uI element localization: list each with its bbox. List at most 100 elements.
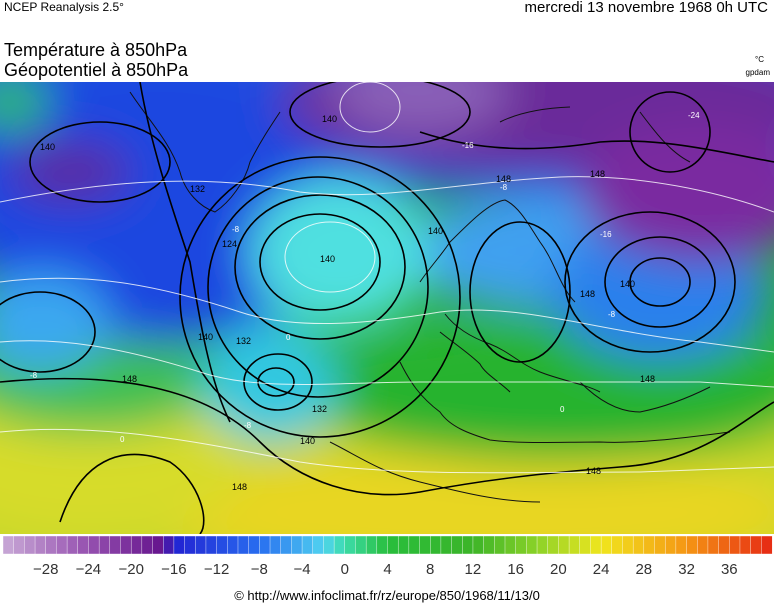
color-scale-cell <box>632 535 645 555</box>
color-scale-cell <box>312 535 324 555</box>
color-scale-cell <box>675 535 688 555</box>
unit-temperature: °C <box>755 55 764 64</box>
contour-label-geo: 140 <box>620 279 635 289</box>
contour-label-temp: -8 <box>232 225 240 234</box>
contour-label-geo: 148 <box>640 374 655 384</box>
color-scale-cell <box>558 535 570 555</box>
color-scale-cell <box>323 535 335 555</box>
color-scale-cell <box>761 535 773 555</box>
color-scale-cell <box>216 535 228 555</box>
scale-tick-label: 16 <box>507 561 524 578</box>
color-scale-cell <box>88 535 100 555</box>
contour-label-temp: 0 <box>120 435 125 444</box>
color-scale-cell <box>344 535 356 555</box>
color-scale-cell <box>291 535 303 555</box>
scale-tick-label: 32 <box>678 561 695 578</box>
color-scale-cell <box>195 535 207 555</box>
scale-tick-label: −16 <box>161 561 186 578</box>
contour-label-geo: 124 <box>222 239 237 249</box>
color-scale-cell <box>163 535 175 555</box>
contour-label-geo: 140 <box>322 114 337 124</box>
contour-label-temp: 0 <box>286 333 291 342</box>
color-scale-cell <box>280 535 292 555</box>
isotherm-label-group: -16 -8 -8 -8 -16 -8 -24 0 -8 0 0 <box>30 111 700 444</box>
color-scale-cell <box>173 535 186 555</box>
source-label: NCEP Reanalysis 2.5° <box>4 0 124 14</box>
contour-label-temp: -24 <box>688 111 700 120</box>
contour-label-geo: 148 <box>496 174 511 184</box>
color-scale-cell <box>45 535 57 555</box>
footer-url: © http://www.infoclimat.fr/rz/europe/850… <box>234 588 540 603</box>
contour-label-temp: -8 <box>500 183 508 192</box>
color-scale-cell <box>622 535 634 555</box>
color-scale-cell <box>355 535 367 555</box>
color-scale-cell <box>269 535 282 555</box>
color-scale-cell <box>376 535 389 555</box>
color-scale-cell <box>430 535 442 555</box>
color-scale-cell <box>365 535 378 555</box>
color-scale-cell <box>664 535 677 555</box>
color-scale-cell <box>526 535 538 555</box>
color-scale-cell <box>718 535 730 555</box>
color-scale-cell <box>397 535 410 555</box>
color-scale-cell <box>419 535 431 555</box>
color-scale-cell <box>462 535 474 555</box>
scale-tick-label: 0 <box>341 561 349 578</box>
contour-label-group: 140 140 132 124 148 140 132 148 140 148 … <box>40 114 655 492</box>
contour-label-geo: 140 <box>428 226 443 236</box>
contour-label-geo: 132 <box>190 184 205 194</box>
color-scale-cell <box>611 535 623 555</box>
scale-tick-label: −28 <box>33 561 58 578</box>
date-label: mercredi 13 novembre 1968 0h UTC <box>524 0 768 16</box>
contour-label-geo: 148 <box>586 466 601 476</box>
scale-tick-label: −8 <box>251 561 268 578</box>
color-scale-cells <box>2 535 773 555</box>
color-scale-cell <box>141 535 154 555</box>
contour-label-temp: -16 <box>462 141 474 150</box>
color-scale-cell <box>56 535 68 555</box>
weather-map: 140 140 132 124 148 140 132 148 140 148 … <box>0 82 774 534</box>
color-scale-cell <box>547 535 559 555</box>
color-scale-cell <box>686 535 698 555</box>
scale-tick-label: 8 <box>426 561 434 578</box>
color-scale-cell <box>654 535 666 555</box>
color-scale-cell <box>13 535 25 555</box>
contour-label-geo: 140 <box>320 254 335 264</box>
contour-label-geo: 148 <box>590 169 605 179</box>
scale-tick-label: 12 <box>465 561 482 578</box>
contour-label-geo: 148 <box>232 482 247 492</box>
color-scale-cell <box>707 535 720 555</box>
color-scale-cell <box>205 535 218 555</box>
temperature-field <box>0 82 774 534</box>
color-scale-cell <box>515 535 527 555</box>
color-scale-cell <box>729 535 741 555</box>
color-scale-cell <box>440 535 453 555</box>
color-scale-cell <box>739 535 752 555</box>
scale-tick-label: 4 <box>383 561 391 578</box>
color-scale-cell <box>483 535 495 555</box>
color-scale-cell <box>579 535 591 555</box>
color-scale-cell <box>98 535 111 555</box>
contour-label-temp: -16 <box>600 230 612 239</box>
color-scale-cell <box>301 535 314 555</box>
color-scale-cell <box>130 535 143 555</box>
color-scale: −28 −24 −20 −16 −12 −8 −4 0 4 8 12 16 20… <box>2 535 773 578</box>
color-scale-cell <box>590 535 602 555</box>
color-scale-cell <box>568 535 581 555</box>
contour-label-temp: -8 <box>30 371 38 380</box>
title-temperature: Température à 850hPa <box>4 40 188 60</box>
contour-label-geo: 148 <box>580 289 595 299</box>
color-scale-cell <box>120 535 132 555</box>
color-scale-cell <box>227 535 239 555</box>
contour-label-geo: 132 <box>236 336 251 346</box>
title-geopotential: Géopotentiel à 850hPa <box>4 60 189 80</box>
contour-label-temp: -8 <box>244 421 252 430</box>
color-scale-cell <box>408 535 421 555</box>
contour-label-temp: 0 <box>560 405 565 414</box>
color-scale-cell <box>643 535 656 555</box>
contour-label-geo: 140 <box>300 436 315 446</box>
color-scale-cell <box>387 535 399 555</box>
color-scale-cell <box>24 535 36 555</box>
color-scale-cell <box>451 535 463 555</box>
color-scale-cell <box>237 535 250 555</box>
